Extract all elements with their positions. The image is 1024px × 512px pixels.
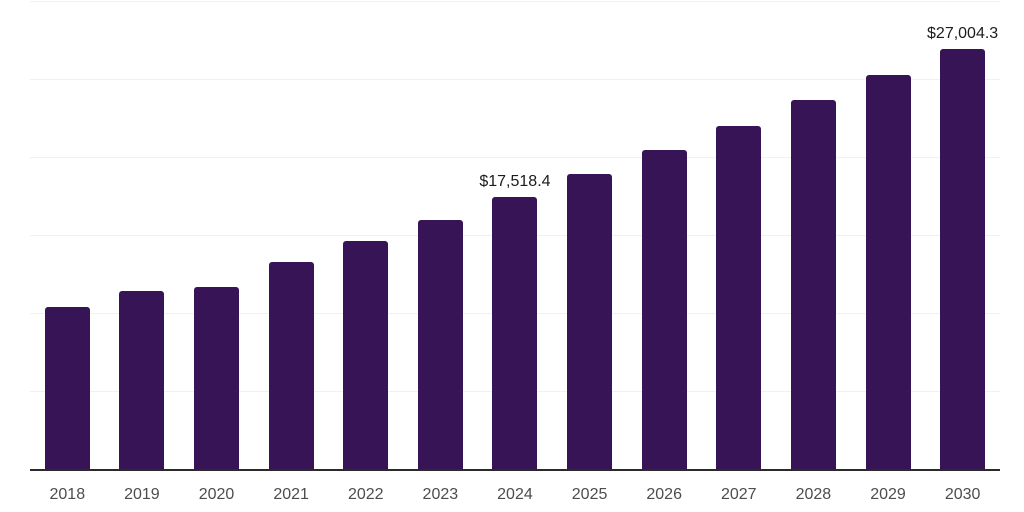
bar-2029 bbox=[865, 74, 911, 470]
x-axis-tick-label-2021: 2021 bbox=[273, 486, 309, 503]
bars-layer: $17,518.4 $27,004.3 bbox=[30, 2, 1000, 470]
bar-2024 bbox=[492, 196, 538, 470]
gridline bbox=[30, 79, 1000, 80]
plot-area: $17,518.4 $27,004.3 bbox=[30, 1, 1000, 471]
bar-2028 bbox=[790, 100, 836, 470]
bar-2020 bbox=[194, 287, 240, 470]
x-axis-tick-label-2029: 2029 bbox=[870, 486, 906, 503]
bar-slot-2030: $27,004.3 bbox=[925, 2, 1000, 470]
bar-2030 bbox=[940, 48, 986, 470]
bar-slot-2021 bbox=[254, 2, 329, 470]
bar-2025 bbox=[567, 173, 613, 470]
bar-slot-2024: $17,518.4 bbox=[478, 2, 553, 470]
bar-2018 bbox=[44, 306, 90, 470]
bar-slot-2028 bbox=[776, 2, 851, 470]
bar-value-label-2030: $27,004.3 bbox=[927, 24, 999, 42]
x-axis-tick-label-2024: 2024 bbox=[497, 486, 533, 503]
x-axis-tick-labels: 2018 2019 2020 2021 2022 2023 2024 2025 2026 2027… bbox=[30, 485, 1000, 504]
x-axis-tick-label-2027: 2027 bbox=[720, 486, 757, 503]
bar-2023 bbox=[417, 219, 463, 470]
bar-value-label-2024: $17,518.4 bbox=[479, 172, 551, 190]
x-axis-tick-label-2028: 2028 bbox=[795, 486, 832, 503]
x-axis-tick-label-2022: 2022 bbox=[347, 486, 384, 503]
bar-2019 bbox=[119, 291, 165, 470]
bar-slot-2023 bbox=[403, 2, 478, 470]
x-axis-line bbox=[30, 469, 1000, 471]
bar-slot-2027 bbox=[701, 2, 776, 470]
bar-slot-2025 bbox=[552, 2, 627, 470]
x-axis-tick-label-2023: 2023 bbox=[422, 486, 459, 503]
bar-2021 bbox=[268, 262, 314, 470]
x-axis-tick-label-2018: 2018 bbox=[49, 486, 86, 503]
x-axis-tick-label-2019: 2019 bbox=[124, 486, 160, 503]
bar-slot-2018 bbox=[30, 2, 105, 470]
x-axis-tick-label-2030: 2030 bbox=[944, 486, 981, 503]
gridline bbox=[30, 157, 1000, 159]
x-axis-tick-label-2020: 2020 bbox=[198, 486, 235, 503]
bar-slot-2029 bbox=[851, 2, 926, 470]
gridline bbox=[30, 1, 1000, 2]
bar-2026 bbox=[641, 150, 687, 470]
x-axis-tick-label-2025: 2025 bbox=[571, 486, 608, 503]
bar-2027 bbox=[716, 125, 762, 470]
bar-slot-2022 bbox=[328, 2, 403, 470]
bar-slot-2026 bbox=[627, 2, 702, 470]
bar-slot-2019 bbox=[105, 2, 180, 470]
bar-2022 bbox=[343, 240, 389, 470]
bar-slot-2020 bbox=[179, 2, 254, 470]
x-axis-tick-label-2026: 2026 bbox=[646, 486, 682, 503]
